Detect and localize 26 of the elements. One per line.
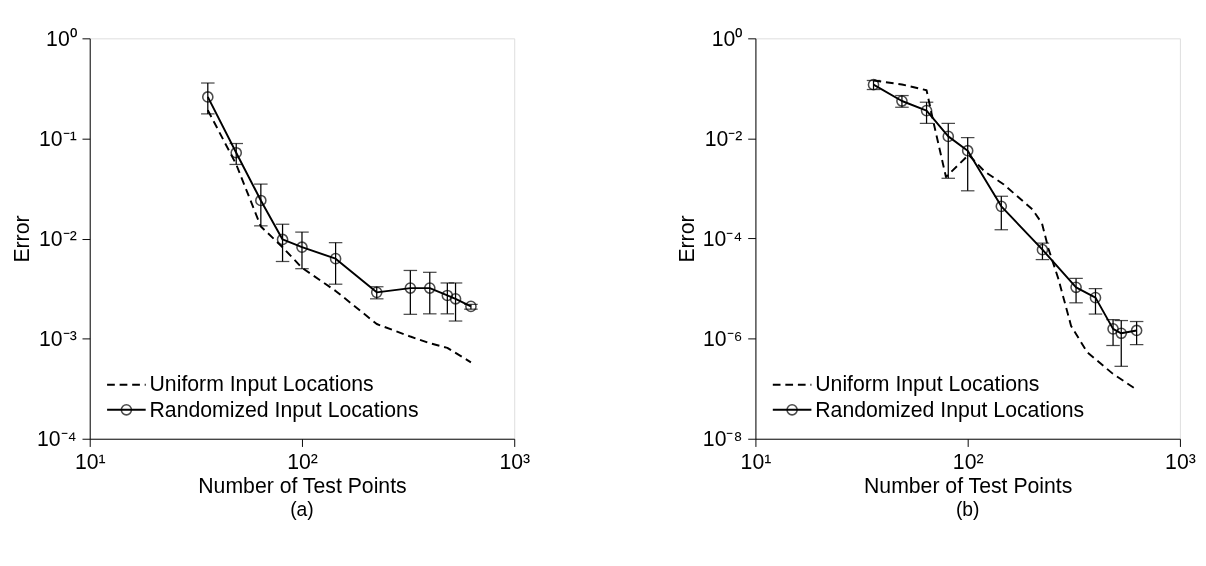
y-tick-label: 10⁻³ [39,326,77,350]
y-axis-title: Error [9,215,33,263]
y-tick-label: 10⁻² [704,126,743,150]
legend-label: Uniform Input Locations [815,372,1040,397]
x-tick-label: 10³ [1165,450,1196,474]
y-tick-label: 10⁻² [39,226,77,250]
y-tick-label: 10⁻¹ [39,126,77,150]
x-axis-title: Number of Test Points [198,474,407,498]
y-tick-label: 10⁰ [46,26,77,50]
x-tick-label: 10¹ [740,450,772,474]
y-axis-title: Error [675,215,699,263]
y-tick-label: 10⁻⁴ [702,226,743,250]
y-tick-label: 10⁻⁴ [36,426,77,450]
text: (b) [955,498,980,520]
x-tick-label: 10¹ [74,450,106,474]
legend-label: Randomized Input Locations [815,397,1085,422]
x-axis-title: Number of Test Points [864,474,1073,498]
legend-label: Randomized Input Locations [149,397,419,422]
y-tick-label: 10⁰ [711,26,743,50]
x-tick-label: 10³ [499,450,531,474]
x-tick-label: 10² [952,450,984,474]
y-tick-label: 10⁻⁶ [703,326,743,350]
legend-label: Uniform Input Locations [149,372,374,397]
text: (a) [290,498,314,520]
y-tick-label: 10⁻⁸ [702,426,743,450]
x-tick-label: 10² [287,450,318,474]
